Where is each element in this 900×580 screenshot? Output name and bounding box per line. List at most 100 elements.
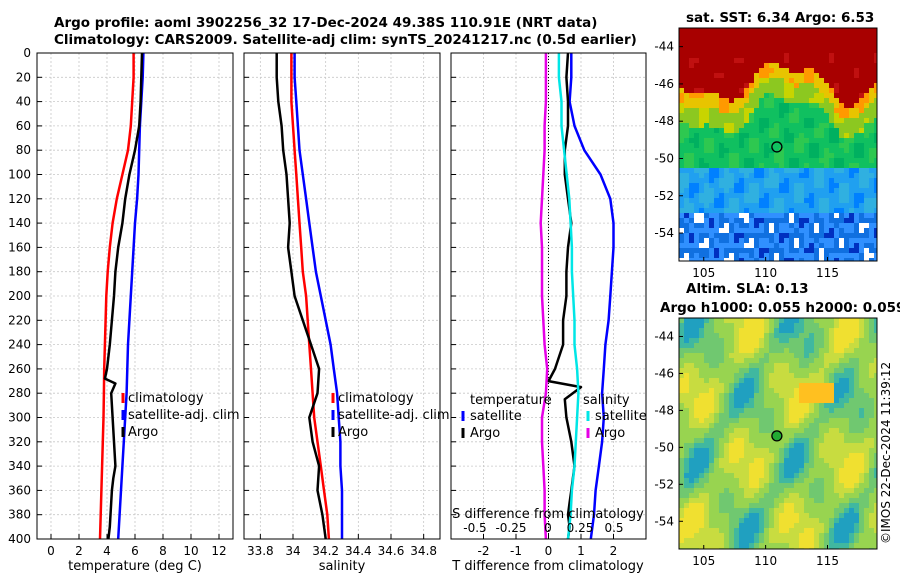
sst_map-cell <box>684 253 689 258</box>
sla_map-cell <box>824 323 829 328</box>
sst_map-cell <box>679 138 684 143</box>
sst_map-cell <box>724 188 729 193</box>
sst_map-cell <box>724 218 729 223</box>
sst_map-cell <box>699 138 704 143</box>
sst_map-cell <box>834 188 839 193</box>
sst_map-cell <box>694 128 699 133</box>
sst_map-cell <box>844 93 849 98</box>
sla_map-cell <box>869 458 874 463</box>
sla_map-cell <box>719 528 724 533</box>
sla_map-cell <box>679 453 684 458</box>
sst_map-cell <box>819 113 824 118</box>
sla_map-cell <box>874 328 877 333</box>
sst_map-cell <box>874 243 877 248</box>
sst_map-cell <box>819 103 824 108</box>
sst_map-cell <box>814 158 819 163</box>
sla_map-cell <box>769 473 774 478</box>
sst_map-cell <box>819 28 824 33</box>
sst_map-cell <box>779 118 784 123</box>
sst_map-cell <box>694 83 699 88</box>
sst_map-cell <box>809 68 814 73</box>
sst_map-cell <box>814 213 819 218</box>
sla_map-cell <box>814 458 819 463</box>
sla_map-cell <box>739 393 744 398</box>
sst_map-cell <box>814 103 819 108</box>
sla_map-cell <box>829 433 834 438</box>
sst_map-cell <box>679 158 684 163</box>
sla_map-cell <box>844 463 849 468</box>
sst_map-cell <box>744 203 749 208</box>
sla_map-cell <box>864 348 869 353</box>
sla_map-cell <box>864 468 869 473</box>
sla_map-cell <box>794 458 799 463</box>
sst_map-cell <box>684 153 689 158</box>
sla_map-cell <box>824 353 829 358</box>
sla_map-cell <box>774 518 779 523</box>
sla_map-cell <box>709 418 714 423</box>
sst_map-cell <box>774 178 779 183</box>
sla_map-cell <box>724 543 729 548</box>
sla_map-cell <box>679 513 684 518</box>
sla_map-cell <box>819 473 824 478</box>
sla_map-cell <box>854 508 859 513</box>
sla_map-cell <box>789 418 794 423</box>
sst_map-cell <box>714 203 719 208</box>
sst_map-cell <box>789 98 794 103</box>
sla_map-cell <box>849 338 854 343</box>
sla_map-cell <box>679 318 684 323</box>
sst_map-cell <box>734 258 739 261</box>
sst_map-cell <box>834 43 839 48</box>
sst_map-cell <box>754 88 759 93</box>
sst_map-cell <box>774 28 779 33</box>
sla_map-cell <box>799 413 804 418</box>
sst_map-cell <box>814 173 819 178</box>
diff-xtick-label: -2 <box>478 544 490 558</box>
sst_map-cell <box>799 118 804 123</box>
sst_map-cell <box>834 108 839 113</box>
sla_map-cell <box>769 448 774 453</box>
sla_map-cell <box>789 343 794 348</box>
sla_map-cell <box>799 448 804 453</box>
sst_map-cell <box>794 113 799 118</box>
sst_map-cell <box>784 203 789 208</box>
sla_map-cell <box>689 418 694 423</box>
sst_map-cell <box>684 123 689 128</box>
sst_map-cell <box>714 153 719 158</box>
sst_map-cell <box>714 163 719 168</box>
sla_map-cell <box>759 393 764 398</box>
sst_map-cell <box>774 118 779 123</box>
sst_map-cell <box>819 183 824 188</box>
sla_map-cell <box>769 458 774 463</box>
sla_map-cell <box>714 323 719 328</box>
sla_map-cell <box>834 348 839 353</box>
sla_map-cell <box>729 528 734 533</box>
sst_map-cell <box>829 168 834 173</box>
sst_map-cell <box>804 178 809 183</box>
sla_map-cell <box>849 428 854 433</box>
sla_map-cell <box>744 358 749 363</box>
sst_map-cell <box>839 143 844 148</box>
sla_map-cell <box>774 368 779 373</box>
sla_map-cell <box>824 403 829 408</box>
sst_map-cell <box>809 53 814 58</box>
sst_map-cell <box>844 78 849 83</box>
sla_map-cell <box>739 398 744 403</box>
sla_map-cell <box>854 378 859 383</box>
sla_map-cell <box>744 398 749 403</box>
sst_map-cell <box>864 68 869 73</box>
sla_map-cell <box>739 493 744 498</box>
sst_map-cell <box>714 68 719 73</box>
sst_map-cell <box>754 153 759 158</box>
sst_map-cell <box>749 153 754 158</box>
sla_map-cell <box>794 403 799 408</box>
sla_map-cell <box>739 533 744 538</box>
sst_map-cell <box>689 168 694 173</box>
sla_map-cell <box>679 473 684 478</box>
sla_map-cell <box>874 508 877 513</box>
temperature-xtick-label: 6 <box>131 544 139 558</box>
sla_map-cell <box>834 383 839 388</box>
sst_map-cell <box>689 158 694 163</box>
sst_map-cell <box>859 98 864 103</box>
sla_map-cell <box>864 388 869 393</box>
sla_map-cell <box>829 473 834 478</box>
